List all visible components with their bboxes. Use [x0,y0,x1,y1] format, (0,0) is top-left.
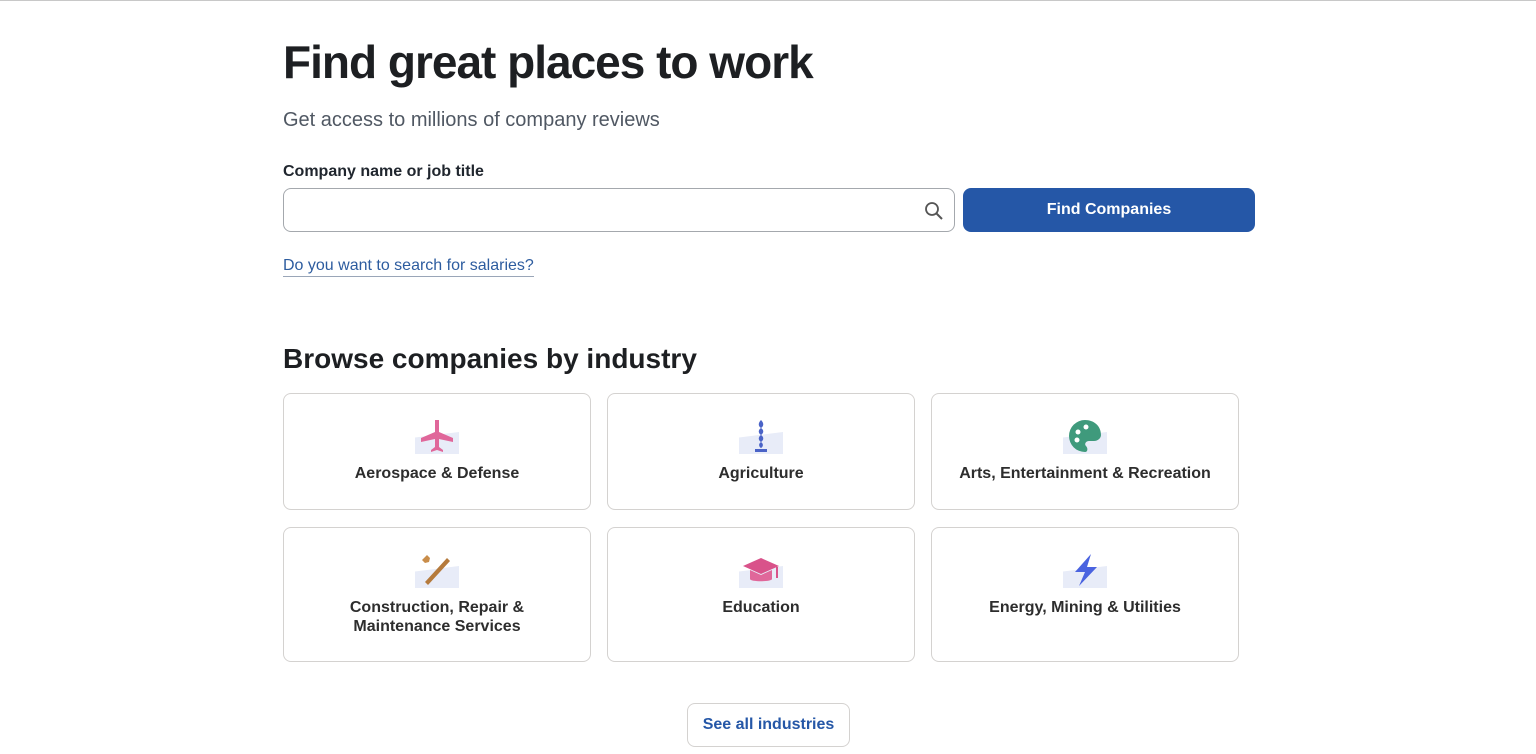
page-title: Find great places to work [283,36,814,88]
industry-label: Education [722,599,800,616]
industry-label: Aerospace & Defense [354,465,520,482]
search-field[interactable] [283,188,955,232]
airplane-icon [421,420,453,452]
industry-card-arts[interactable]: Arts, Entertainment & Recreation [931,393,1239,510]
page-subtitle: Get access to millions of company review… [283,109,660,131]
industry-card-education[interactable]: Education [607,527,915,662]
graduation-cap-icon [743,558,779,582]
industry-label: Agriculture [718,465,804,482]
industry-card-agriculture[interactable]: Agriculture [607,393,915,510]
find-companies-button[interactable]: Find Companies [963,188,1255,232]
lightning-icon [1075,554,1097,586]
palette-icon [1069,420,1101,452]
industry-card-aerospace[interactable]: Aerospace & Defense [283,393,591,510]
see-all-industries-button[interactable]: See all industries [687,703,850,747]
search-input[interactable] [296,189,916,229]
salary-search-link[interactable]: Do you want to search for salaries? [283,257,534,277]
wheat-icon [755,420,767,452]
industry-card-construction[interactable]: Construction, Repair & Maintenance Servi… [283,527,591,662]
search-label: Company name or job title [283,163,484,180]
industry-label: Energy, Mining & Utilities [989,599,1181,616]
browse-heading: Browse companies by industry [283,343,697,374]
tools-icon [422,555,450,585]
search-icon [925,202,943,220]
industry-label: Arts, Entertainment & Recreation [959,465,1211,482]
industry-label: Construction, Repair & Maintenance Servi… [349,599,525,635]
industry-card-energy[interactable]: Energy, Mining & Utilities [931,527,1239,662]
